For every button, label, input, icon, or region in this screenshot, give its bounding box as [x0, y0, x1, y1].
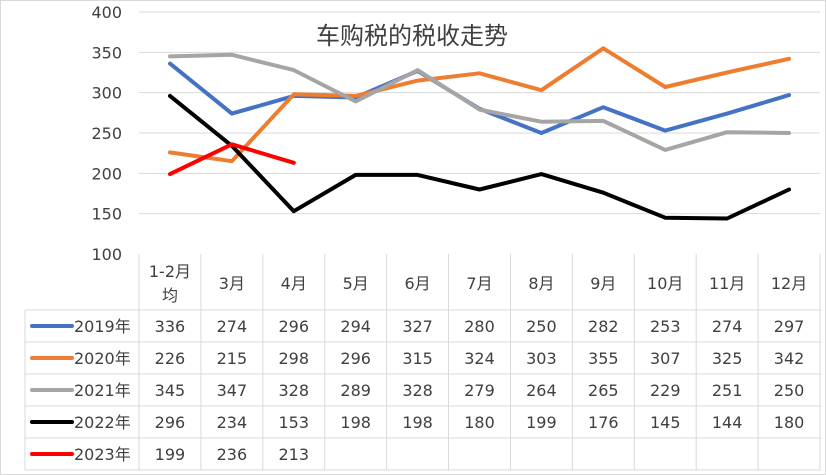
- category-label: 8月: [528, 274, 554, 293]
- series-line: [168, 142, 296, 177]
- table-value: 342: [774, 349, 805, 368]
- category-label: 12月: [771, 274, 807, 293]
- category-label: 5月: [343, 274, 369, 293]
- table-value: 355: [588, 349, 619, 368]
- table-value: 198: [340, 413, 371, 432]
- table-value: 264: [526, 381, 557, 400]
- table-value: 327: [402, 317, 433, 336]
- series-line: [168, 93, 791, 221]
- data-table: 2019年 336 274 296 294 327 280 250 282 253 274 297 20…: [30, 317, 805, 464]
- table-value: 180: [774, 413, 805, 432]
- category-labels: 1-2月均 3月 4月 5月 6月 7月 8月 9月 10月 11月 12月: [149, 262, 807, 305]
- y-tick-label: 400: [91, 3, 122, 22]
- table-value: 274: [712, 317, 743, 336]
- table-value: 250: [774, 381, 805, 400]
- series-lines: [168, 46, 791, 221]
- table-value: 296: [155, 413, 186, 432]
- y-tick-label: 250: [91, 124, 122, 143]
- table-value: 199: [526, 413, 557, 432]
- series-line: [168, 52, 791, 152]
- y-axis-ticks: 400 350 300 250 200 150 100: [91, 3, 122, 264]
- table-value: 176: [588, 413, 619, 432]
- y-tick-label: 350: [91, 43, 122, 62]
- table-value: 250: [526, 317, 557, 336]
- table-value: 297: [774, 317, 805, 336]
- legend-label: 2022年: [74, 413, 131, 432]
- legend-label: 2023年: [74, 445, 131, 464]
- table-value: 328: [402, 381, 433, 400]
- chart-title: 车购税的税收走势: [316, 22, 508, 50]
- legend-label: 2019年: [74, 317, 131, 336]
- table-value: 307: [650, 349, 681, 368]
- table-value: 215: [217, 349, 248, 368]
- table-value: 213: [278, 445, 309, 464]
- grid-lines: [139, 11, 820, 215]
- table-value: 265: [588, 381, 619, 400]
- category-label: 10月: [647, 274, 683, 293]
- table-value: 294: [340, 317, 371, 336]
- table-value: 280: [464, 317, 495, 336]
- table-value: 199: [155, 445, 186, 464]
- table-value: 144: [712, 413, 743, 432]
- table-value: 279: [464, 381, 495, 400]
- table-value: 145: [650, 413, 681, 432]
- table-value: 303: [526, 349, 557, 368]
- category-label: 4月: [281, 274, 307, 293]
- table-value: 296: [278, 317, 309, 336]
- category-label: 9月: [590, 274, 616, 293]
- table-value: 180: [464, 413, 495, 432]
- table-value: 234: [217, 413, 248, 432]
- table-value: 325: [712, 349, 743, 368]
- category-label: 11月: [709, 274, 745, 293]
- table-value: 345: [155, 381, 186, 400]
- table-value: 324: [464, 349, 495, 368]
- table-value: 328: [278, 381, 309, 400]
- table-value: 236: [217, 445, 248, 464]
- legend-label: 2021年: [74, 381, 131, 400]
- table-value: 253: [650, 317, 681, 336]
- category-label: 7月: [466, 274, 492, 293]
- table-value: 282: [588, 317, 619, 336]
- table-value: 251: [712, 381, 743, 400]
- y-tick-label: 200: [91, 164, 122, 183]
- data-table-grid: [24, 254, 821, 471]
- y-tick-label: 150: [91, 205, 122, 224]
- category-label: 1-2月均: [149, 262, 191, 305]
- category-label: 3月: [219, 274, 245, 293]
- table-value: 274: [217, 317, 248, 336]
- table-value: 153: [278, 413, 309, 432]
- y-tick-label: 100: [91, 245, 122, 264]
- table-value: 315: [402, 349, 433, 368]
- table-value: 298: [278, 349, 309, 368]
- table-value: 226: [155, 349, 186, 368]
- table-value: 336: [155, 317, 186, 336]
- table-value: 198: [402, 413, 433, 432]
- category-label: 6月: [404, 274, 430, 293]
- table-value: 289: [340, 381, 371, 400]
- table-value: 347: [217, 381, 248, 400]
- legend-label: 2020年: [74, 349, 131, 368]
- table-value: 296: [340, 349, 371, 368]
- y-tick-label: 300: [91, 84, 122, 103]
- series-line: [168, 46, 791, 164]
- table-value: 229: [650, 381, 681, 400]
